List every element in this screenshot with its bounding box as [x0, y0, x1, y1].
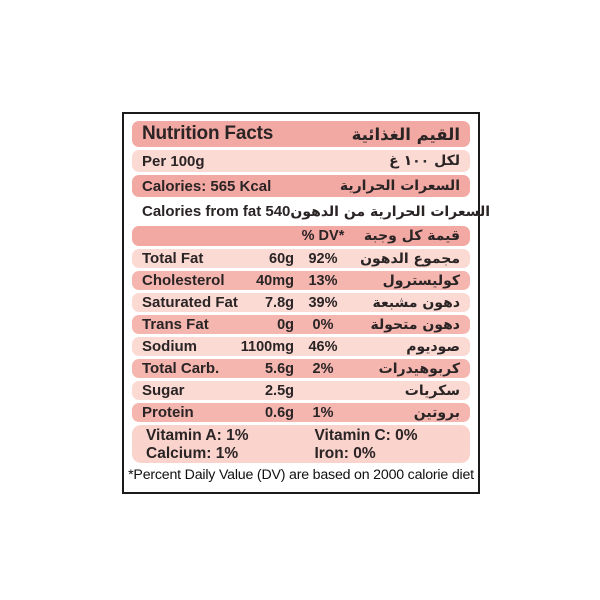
row-cholesterol: Cholesterol 40mg 13% كوليسترول	[132, 271, 470, 290]
vitamins-box: Vitamin A: 1% Calcium: 1% Vitamin C: 0% …	[132, 425, 470, 463]
nutrition-facts-label: Nutrition Facts القيم الغذائية Per 100g …	[122, 112, 490, 494]
nutrient-name-ar: كوليسترول	[382, 272, 460, 289]
nutrient-dv: 2%	[312, 360, 334, 377]
iron-value: Iron: 0%	[314, 445, 376, 462]
nutrient-dv: 1%	[312, 404, 334, 421]
nutrient-name-ar: دهون مشبعة	[372, 294, 460, 311]
nutrient-name-en: Sugar	[142, 382, 185, 399]
nutrient-dv: 0%	[312, 316, 334, 333]
nutrient-amount: 5.6g	[264, 360, 294, 377]
serving-en: Per 100g	[142, 152, 205, 170]
nutrient-dv: 13%	[308, 272, 338, 289]
nutrient-name-en: Saturated Fat	[142, 294, 238, 311]
title-ar: القيم الغذائية	[351, 124, 460, 144]
nutrient-name-ar: سكريات	[404, 382, 460, 399]
row-protein: Protein 0.6g 1% بروتين	[132, 403, 470, 422]
vitamin-a-value: Vitamin A: 1%	[146, 427, 249, 444]
nutrient-amount: 40mg	[256, 272, 294, 289]
nutrient-amount: 0.6g	[264, 404, 294, 421]
calories-from-fat-row: Calories from fat 540 السعرات الحرارية م…	[132, 200, 490, 223]
nutrient-name-en: Protein	[142, 404, 194, 421]
nutrient-name-ar: كربوهيدرات	[378, 360, 460, 377]
calories-en: Calories: 565 Kcal	[142, 177, 272, 195]
nutrient-name-en: Sodium	[142, 338, 197, 355]
title-en: Nutrition Facts	[142, 123, 274, 144]
nutrient-amount: 2.5g	[264, 382, 294, 399]
row-trans-fat: Trans Fat 0g 0% دهون متحولة	[132, 315, 470, 334]
nutrient-dv: 46%	[308, 338, 338, 355]
vitamins-left-column: Vitamin A: 1% Calcium: 1%	[146, 427, 314, 462]
nutrient-name-en: Total Fat	[142, 250, 204, 267]
nutrient-amount: 1100mg	[240, 338, 294, 355]
nutrient-amount: 7.8g	[264, 294, 294, 311]
calories-from-fat-ar: السعرات الحرارية من الدهون	[290, 203, 491, 220]
calcium-value: Calcium: 1%	[146, 445, 239, 462]
nutrient-name-ar: صوديوم	[406, 338, 460, 355]
serving-row: Per 100g لكل ١٠٠ غ	[132, 150, 470, 172]
nutrient-amount: 60g	[269, 250, 294, 267]
dv-column-header: % DV*	[301, 228, 345, 244]
table-header-row: % DV* قيمة كل وجبة	[132, 226, 470, 246]
nutrient-name-en: Cholesterol	[142, 272, 225, 289]
nutrient-name-ar: بروتين	[413, 404, 460, 421]
row-sugar: Sugar 2.5g سكريات	[132, 381, 470, 400]
nutrient-name-ar: دهون متحولة	[370, 316, 461, 333]
vitamin-c-value: Vitamin C: 0%	[314, 427, 418, 444]
row-total-fat: Total Fat 60g 92% مجموع الدهون	[132, 249, 470, 268]
calories-row: Calories: 565 Kcal السعرات الحرارية	[132, 175, 470, 197]
nutrient-dv: 92%	[308, 250, 338, 267]
title-row: Nutrition Facts القيم الغذائية	[132, 121, 470, 147]
nutrient-name-en: Trans Fat	[142, 316, 209, 333]
calories-from-fat-en: Calories from fat 540	[142, 203, 291, 220]
row-total-carb: Total Carb. 5.6g 2% كربوهيدرات	[132, 359, 470, 378]
nutrient-name-en: Total Carb.	[142, 360, 220, 377]
nutrient-dv: 39%	[308, 294, 338, 311]
ar-column-header: قيمة كل وجبة	[363, 228, 460, 244]
nutrient-amount: 0g	[277, 316, 294, 333]
daily-value-footnote: *Percent Daily Value (DV) are based on 2…	[128, 467, 474, 483]
row-sodium: Sodium 1100mg 46% صوديوم	[132, 337, 470, 356]
row-saturated-fat: Saturated Fat 7.8g 39% دهون مشبعة	[132, 293, 470, 312]
nutrient-name-ar: مجموع الدهون	[360, 250, 460, 267]
vitamins-right-column: Vitamin C: 0% Iron: 0%	[314, 427, 458, 462]
calories-ar: السعرات الحرارية	[339, 178, 460, 194]
serving-ar: لكل ١٠٠ غ	[389, 153, 460, 169]
